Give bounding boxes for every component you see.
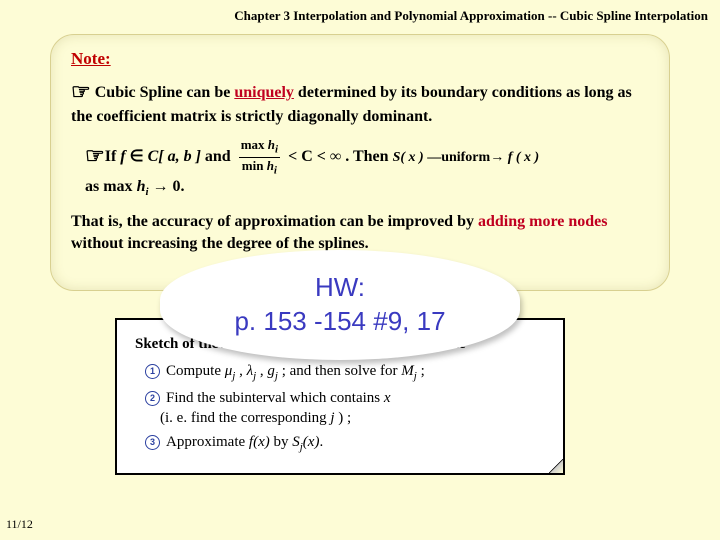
step-number-icon: 2 [145,391,160,406]
step-3: 3Approximate f(x) by Sj(x). [145,432,545,455]
s3-a: Approximate [166,434,249,450]
p2-and: and [201,148,235,165]
p2-cab: C[ a, b ] [148,148,201,165]
p2-arrow: —uniform→ [424,150,508,165]
note-label: Note: [71,49,649,69]
page-number: 11/12 [6,517,33,532]
note-point-1: ☞ Cubic Spline can be uniquely determine… [71,75,649,128]
frac-num-h: h [268,137,275,152]
page-curl-icon [549,459,563,473]
frac-den-pre: min [242,158,267,173]
p2-if: If [105,148,121,165]
s1-M: M [401,363,414,379]
p3-adding: adding more nodes [478,213,608,230]
s1-mid1: , [235,363,246,379]
s1-g: g [267,363,275,379]
homework-callout: HW: p. 153 -154 #9, 17 [160,250,520,360]
note-conclusion: That is, the accuracy of approximation c… [71,211,649,256]
pointer-icon: ☞ [71,79,91,104]
s3-sjx: (x) [303,434,320,450]
p2-rhs: S( x ) —uniform→ f ( x ) [393,150,540,165]
step-1: 1Compute μj , λj , gj ; and then solve f… [145,361,545,384]
pointer-icon: ☞ [85,143,105,168]
step-2: 2 Find the subinterval which contains x (… [145,388,545,429]
s2-b: (i. e. find the corresponding [160,410,330,426]
s3-b: by [270,434,293,450]
step-number-icon: 3 [145,435,160,450]
s3-sj: S [292,434,300,450]
chapter-header: Chapter 3 Interpolation and Polynomial A… [0,0,720,24]
p1-prefix: Cubic Spline can be [95,84,235,101]
frac-num-i: i [275,144,278,156]
p2-tail-suf: → 0. [149,178,185,195]
hw-line2: p. 153 -154 #9, 17 [234,306,445,336]
p3-pre: That is, the accuracy of approximation c… [71,213,478,230]
fraction: max hi min hi [239,138,280,176]
s3-end: . [319,434,323,450]
p2-lt: < C < ∞ . Then [288,148,392,165]
frac-den-h: h [267,158,274,173]
s2-x: x [384,390,391,406]
p2-sx: S( x ) [393,150,424,165]
note-point-2: ☞If f ∈ C[ a, b ] and max hi min hi < C … [85,138,649,201]
p2-fx: f ( x ) [508,150,540,165]
s2-c: ) ; [338,410,351,426]
p1-uniquely: uniquely [234,84,294,101]
s3-fx: f(x) [249,434,270,450]
frac-num-pre: max [241,137,268,152]
s2-a: Find the subinterval which contains [166,390,384,406]
step-number-icon: 1 [145,364,160,379]
s1-pre: Compute [166,363,225,379]
p2-tail-pre: as max [85,178,137,195]
frac-den-i: i [274,164,277,176]
p2-in: ∈ [126,148,148,165]
hw-line1: HW: [315,272,365,302]
s1-end: ; [417,363,425,379]
s1-mid2: , [256,363,267,379]
s1-solve: ; and then solve for [278,363,401,379]
